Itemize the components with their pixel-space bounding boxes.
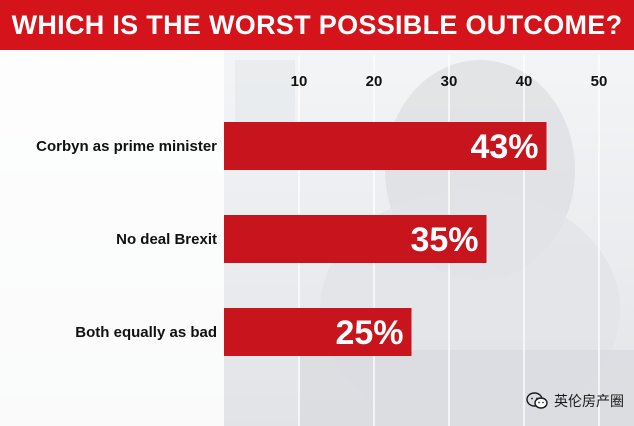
watermark-text: 英伦房产圈: [554, 394, 624, 410]
x-tick-label: 40: [516, 73, 533, 90]
wechat-icon: [526, 392, 548, 409]
label-panel: [0, 50, 224, 426]
bar: [224, 308, 412, 356]
watermark: 英伦房产圈: [526, 390, 624, 412]
category-label: No deal Brexit: [116, 231, 217, 248]
title-banner: [0, 0, 634, 50]
data-label: 35%: [410, 221, 478, 259]
x-tick-label: 20: [366, 73, 383, 90]
chart-title: WHICH IS THE WORST POSSIBLE OUTCOME?: [11, 10, 623, 40]
bar: [224, 122, 547, 170]
value-labels: 43% 35% 25%: [335, 128, 538, 352]
category-label: Corbyn as prime minister: [36, 138, 217, 155]
category-label: Both equally as bad: [75, 324, 217, 341]
x-tick-label: 30: [441, 73, 458, 90]
x-axis-ticks: 10 20 30 40 50: [291, 73, 608, 90]
category-labels: Corbyn as prime minister No deal Brexit Bo…: [36, 138, 217, 341]
bars: [224, 122, 547, 356]
data-label: 25%: [335, 314, 403, 352]
bar: [224, 215, 487, 263]
data-label: 43%: [470, 128, 538, 166]
x-tick-label: 50: [591, 73, 608, 90]
x-tick-label: 10: [291, 73, 308, 90]
